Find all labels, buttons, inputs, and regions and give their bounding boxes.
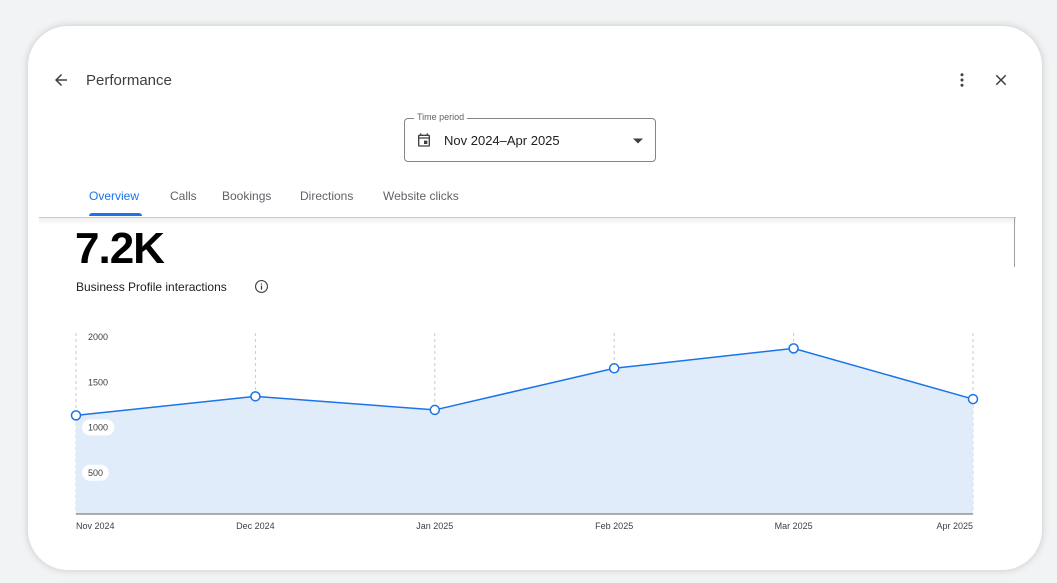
x-tick-label-3: Feb 2025 [595,521,633,531]
x-tick-label-1: Dec 2024 [236,521,275,531]
data-point-1 [250,391,261,402]
data-point-4 [788,343,799,354]
data-point-5 [967,393,979,405]
tab-bar: Overview Calls Bookings Directions Websi… [39,183,1016,218]
back-button[interactable] [48,67,74,93]
y-tick-label-2000: 2000 [88,332,108,342]
header: Performance [28,26,1042,136]
x-tick-label-5: Apr 2025 [936,521,973,531]
time-period-value: Nov 2024–Apr 2025 [444,133,560,148]
interactions-chart: 500 1000 1500 2000 Nov 2024 Dec 2024 Jan 2025 F… [70,329,979,531]
metric-label: Business Profile interactions [76,280,227,294]
more-options-button[interactable] [949,67,975,93]
y-tick-bg-2000 [82,329,115,345]
tab-directions[interactable]: Directions [300,189,354,203]
series-area [76,348,973,514]
tab-bookings[interactable]: Bookings [222,189,272,203]
data-point-3 [608,363,620,374]
scroll-edge [1014,217,1015,267]
tab-calls[interactable]: Calls [170,189,197,203]
series-line [75,347,974,417]
x-tick-label-4: Mar 2025 [775,521,813,531]
x-tick-label-0: Nov 2024 [76,521,115,531]
y-tick-bg-1500 [82,374,115,391]
metric-value: 7.2K [75,224,165,273]
y-tick-label-1500: 1500 [88,377,108,387]
y-tick-label-500: 500 [88,468,103,478]
time-period-select[interactable]: Time period Nov 2024–Apr 2025 [404,112,656,162]
arrow-back-icon [55,74,67,86]
more-vert-icon [960,73,964,87]
time-period-label: Time period [414,112,468,122]
y-tick-bg-500 [82,464,109,481]
info-icon[interactable] [254,279,269,294]
tab-overview[interactable]: Overview [89,189,140,203]
data-point-2 [429,404,441,416]
close-button[interactable] [988,67,1014,93]
data-point-0 [70,410,82,421]
arrow-drop-down-icon [633,138,643,144]
y-tick-label-1000: 1000 [88,423,108,433]
page-title: Performance [86,72,172,89]
calendar-icon [418,133,430,147]
performance-card: Performance Time period Nov 2024–Apr 202… [28,26,1042,570]
active-tab-indicator [89,213,142,216]
tab-website-clicks[interactable]: Website clicks [383,189,459,203]
close-icon [995,74,1007,86]
divider-shadow [39,217,1016,225]
y-tick-bg-1000 [82,419,115,436]
x-tick-label-2: Jan 2025 [416,521,453,531]
